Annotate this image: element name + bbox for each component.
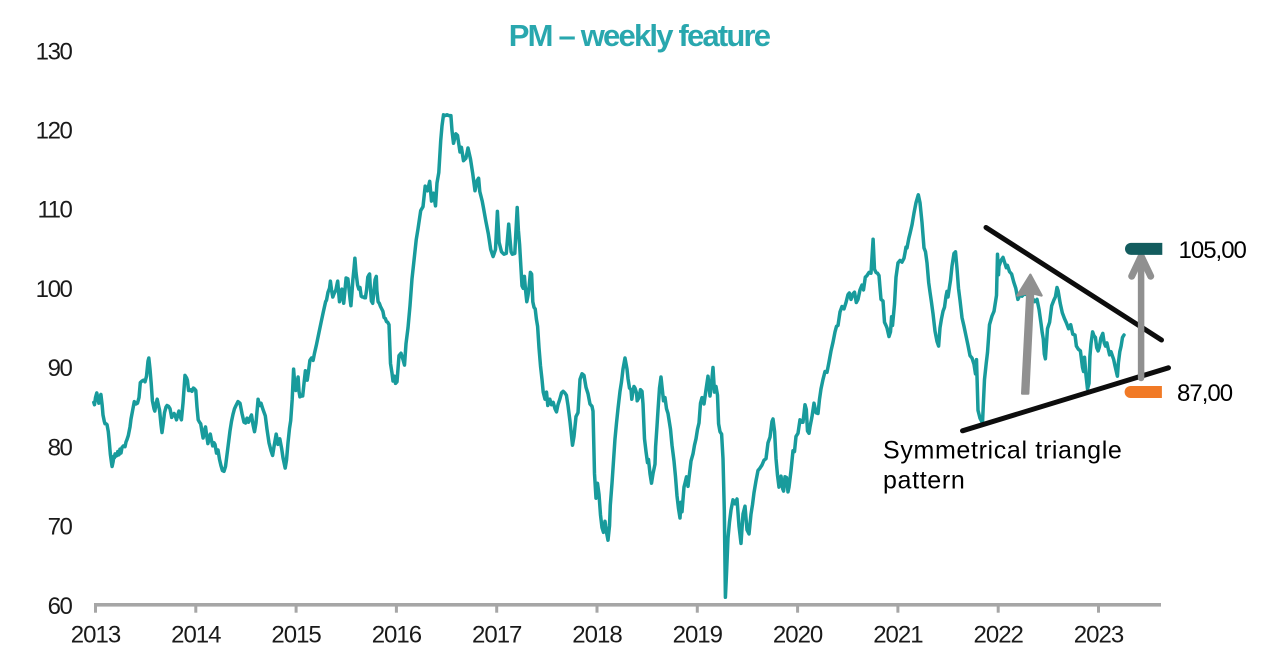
svg-text:90: 90 (48, 355, 73, 382)
svg-text:Symmetrical triangle: Symmetrical triangle (883, 437, 1122, 465)
svg-text:PM – weekly feature: PM – weekly feature (509, 18, 771, 53)
svg-text:pattern: pattern (883, 466, 965, 494)
svg-text:105,00: 105,00 (1179, 237, 1247, 264)
svg-text:2020: 2020 (773, 622, 823, 649)
svg-text:87,00: 87,00 (1177, 380, 1233, 407)
svg-text:80: 80 (48, 434, 73, 461)
svg-text:2021: 2021 (873, 622, 923, 649)
svg-text:2019: 2019 (673, 622, 723, 649)
svg-text:60: 60 (48, 593, 73, 620)
svg-text:110: 110 (37, 197, 72, 224)
svg-text:2015: 2015 (271, 622, 321, 649)
svg-text:120: 120 (36, 118, 73, 145)
svg-text:2018: 2018 (572, 622, 622, 649)
svg-text:2017: 2017 (472, 622, 522, 649)
svg-text:130: 130 (36, 38, 73, 65)
svg-text:100: 100 (36, 276, 73, 303)
svg-text:2014: 2014 (171, 622, 221, 649)
svg-text:70: 70 (48, 514, 73, 541)
svg-text:2013: 2013 (71, 622, 121, 649)
svg-text:2023: 2023 (1074, 622, 1124, 649)
svg-text:2022: 2022 (974, 622, 1024, 649)
svg-text:2016: 2016 (372, 622, 422, 649)
